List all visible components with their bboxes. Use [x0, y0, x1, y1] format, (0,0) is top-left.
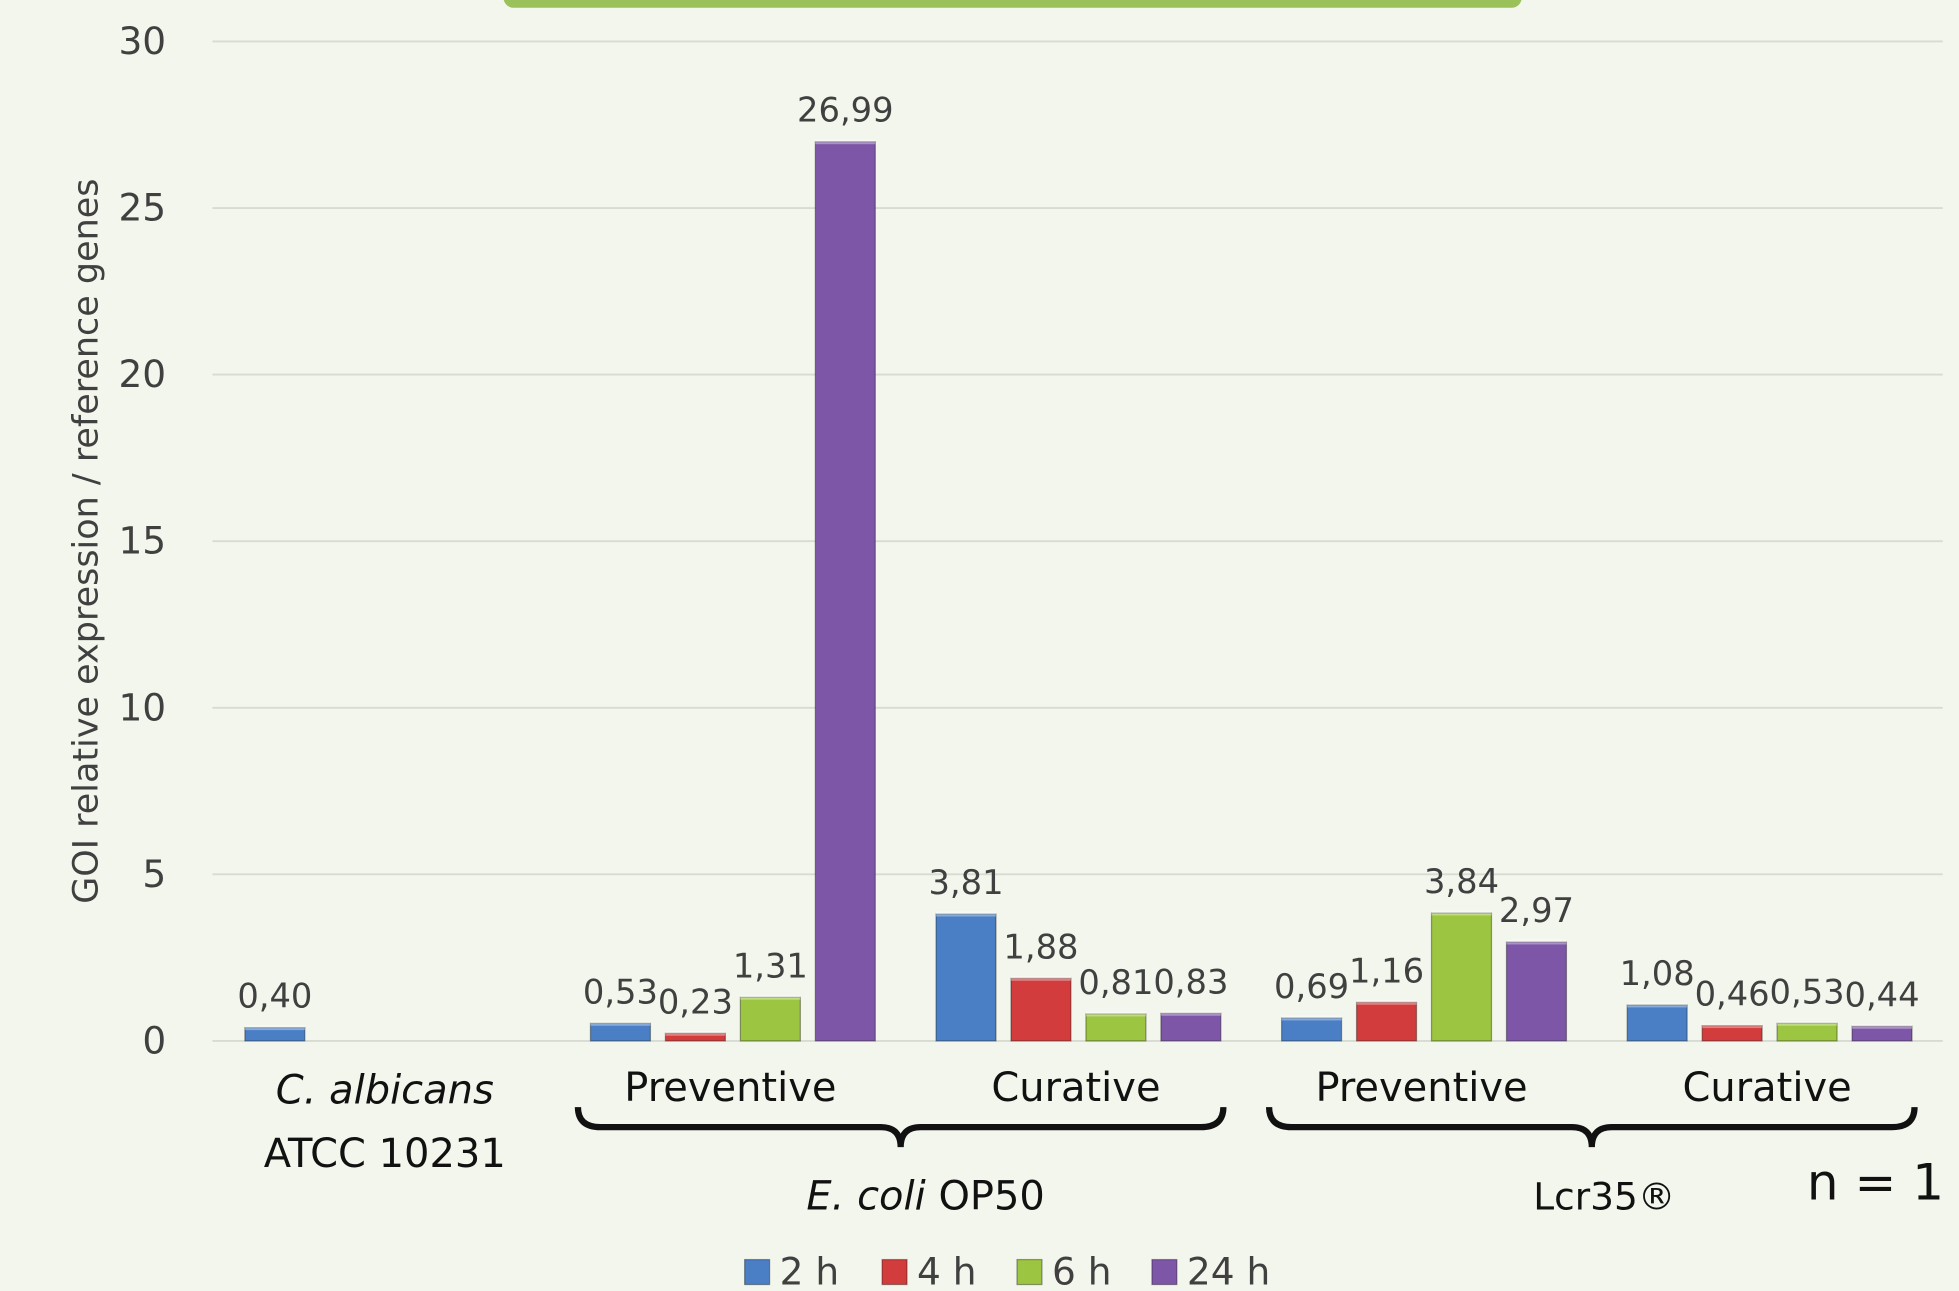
bar-top	[1010, 975, 1071, 981]
y-tick-label: 15	[118, 519, 166, 563]
value-label: 0,40	[237, 977, 312, 1016]
value-label: 0,23	[658, 982, 733, 1021]
x-tick-label: ATCC 10231	[264, 1131, 506, 1177]
bar	[1085, 1013, 1147, 1042]
bar-top	[1702, 1023, 1763, 1029]
value-label: 0,44	[1845, 975, 1920, 1014]
bar	[1430, 912, 1493, 1042]
bar	[1160, 1012, 1222, 1042]
bar	[589, 1022, 652, 1042]
bar-top	[1627, 1002, 1688, 1008]
bar-top	[1085, 1011, 1146, 1017]
value-label: 0,83	[1153, 962, 1228, 1001]
y-tick-label: 20	[118, 352, 166, 396]
y-tick-label: 5	[142, 852, 166, 896]
y-tick-label: 25	[118, 186, 166, 230]
value-label: 1,08	[1620, 954, 1695, 993]
value-label: 3,84	[1424, 862, 1499, 901]
value-label: 2,97	[1499, 891, 1574, 930]
bar-top	[1160, 1010, 1221, 1016]
bar	[1355, 1001, 1418, 1042]
x-tick-label: Preventive	[624, 1065, 836, 1111]
legend-label: 24 h	[1187, 1250, 1270, 1291]
x-tick-label: Preventive	[1315, 1065, 1527, 1111]
legend-swatch	[1151, 1258, 1178, 1286]
bar	[814, 141, 876, 1042]
bar	[739, 996, 801, 1042]
bar	[935, 913, 997, 1042]
value-label: 0,81	[1078, 963, 1153, 1002]
y-tick-label: 10	[118, 685, 166, 729]
group-label: Lcr35®	[1533, 1175, 1675, 1219]
value-label: 1,88	[1003, 927, 1078, 966]
bar-top	[1281, 1015, 1342, 1021]
bar-top	[1777, 1020, 1838, 1026]
bar-top	[1431, 910, 1492, 916]
value-label: 1,16	[1349, 951, 1424, 990]
value-label: 0,53	[583, 972, 658, 1011]
bar	[664, 1032, 727, 1042]
value-label: 26,99	[797, 91, 894, 130]
bar	[1010, 977, 1072, 1042]
value-label: 1,31	[733, 946, 808, 985]
bar-top	[244, 1025, 305, 1031]
group-label-part: E. coli	[806, 1174, 925, 1220]
bar	[1505, 941, 1568, 1042]
x-tick-label: Curative	[991, 1065, 1160, 1111]
x-tick-label: Curative	[1683, 1065, 1852, 1111]
legend-swatch	[881, 1258, 908, 1286]
bar	[1626, 1004, 1688, 1042]
header-decoration	[503, 0, 1522, 8]
y-tick-label: 0	[142, 1018, 166, 1062]
y-axis-title: GOI relative expression / reference gene…	[66, 178, 106, 903]
value-label: 3,81	[928, 863, 1003, 902]
bar	[1701, 1024, 1763, 1042]
group-brace	[1265, 1106, 1918, 1148]
bar	[1776, 1022, 1838, 1042]
bar-top	[665, 1030, 726, 1036]
x-tick-label: C. albicans	[276, 1067, 494, 1113]
bar-top	[936, 911, 996, 917]
annotation: n = 1	[1807, 1154, 1944, 1212]
value-label: 0,69	[1274, 967, 1349, 1006]
bar-top	[1506, 939, 1567, 945]
legend-label: 4 h	[917, 1250, 977, 1291]
bar	[244, 1026, 306, 1042]
bar	[1280, 1017, 1343, 1042]
bar-top	[1356, 999, 1417, 1005]
group-label: E. coli OP50	[806, 1174, 1044, 1220]
y-tick-label: 30	[118, 19, 166, 63]
bar	[1851, 1025, 1913, 1042]
legend-label: 6 h	[1052, 1250, 1112, 1291]
bar-top	[590, 1020, 651, 1026]
bar-top	[1852, 1023, 1913, 1029]
legend-label: 2 h	[780, 1250, 839, 1291]
value-label: 0,46	[1695, 975, 1770, 1014]
legend-swatch	[743, 1258, 771, 1286]
value-label: 0,53	[1770, 972, 1845, 1011]
legend-swatch	[1016, 1258, 1043, 1286]
bar-top	[740, 994, 801, 1000]
bar-top	[815, 139, 876, 145]
group-brace	[574, 1106, 1227, 1148]
group-label-part: OP50	[926, 1174, 1045, 1220]
